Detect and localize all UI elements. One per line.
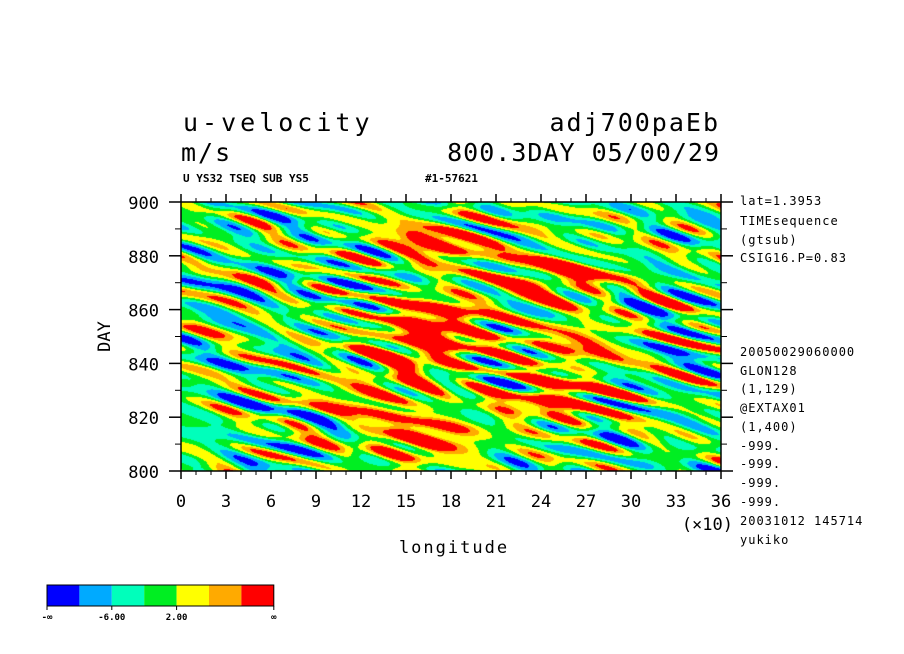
y-tick-label: 800 xyxy=(128,463,159,483)
descriptor-left: U YS32 TSEQ SUB YS5 xyxy=(183,172,309,185)
info-line: yukiko xyxy=(740,533,790,547)
colorbar-label: 2.00 xyxy=(166,613,188,623)
colorbar-swatch xyxy=(144,585,177,606)
units-label: m/s xyxy=(181,138,233,167)
colorbar-swatch xyxy=(47,585,80,606)
heatmap-field xyxy=(181,202,721,471)
x-tick-label: 27 xyxy=(576,492,596,512)
x-tick-label: 3 xyxy=(221,492,231,512)
colorbar-swatch xyxy=(176,585,209,606)
y-tick-label: 840 xyxy=(128,355,159,375)
info-line: @EXTAX01 xyxy=(740,401,806,415)
x-axis-label: longitude xyxy=(399,538,509,558)
colorbar-swatch xyxy=(79,585,112,606)
y-tick-label: 900 xyxy=(128,194,159,214)
colorbar-swatch xyxy=(111,585,145,606)
x-tick-label: 6 xyxy=(266,492,276,512)
x-tick-label: 12 xyxy=(351,492,371,512)
info-line: -999. xyxy=(740,439,782,453)
info-line: (1,129) xyxy=(740,382,798,396)
info-line: -999. xyxy=(740,457,782,471)
y-tick-label: 880 xyxy=(128,248,159,268)
colorbar-label: -6.00 xyxy=(98,613,125,623)
x-tick-label: 15 xyxy=(396,492,416,512)
y-tick-label: 860 xyxy=(128,302,159,322)
y-axis-label: DAY xyxy=(95,321,115,352)
info-line: 20031012 145714 xyxy=(740,514,864,528)
colorbar-frame xyxy=(46,584,275,607)
time-label: 800.3DAY 05/00/29 xyxy=(447,138,720,167)
colorbar-swatch xyxy=(241,585,274,606)
info-line: GLON128 xyxy=(740,364,798,378)
info-line: CSIG16.P=0.83 xyxy=(740,251,847,265)
colorbar-label: ∞ xyxy=(271,613,277,623)
x-tick-label: 21 xyxy=(486,492,506,512)
x-tick-label: 18 xyxy=(441,492,461,512)
info-line: lat=1.3953 xyxy=(740,194,823,208)
info-line: TIMEsequence xyxy=(740,214,839,228)
x-scale-note: (×10) xyxy=(682,515,733,535)
info-line: -999. xyxy=(740,495,782,509)
x-tick-label: 24 xyxy=(531,492,551,512)
info-line: -999. xyxy=(740,476,782,490)
chart-title: u-velocity xyxy=(183,108,374,137)
x-tick-label: 33 xyxy=(666,492,686,512)
info-line: 20050029060000 xyxy=(740,345,856,359)
info-line: (gtsub) xyxy=(740,233,798,247)
x-tick-label: 0 xyxy=(176,492,186,512)
descriptor-right: #1-57621 xyxy=(425,172,478,185)
x-tick-label: 36 xyxy=(711,492,731,512)
colorbar-swatch xyxy=(209,585,242,606)
x-tick-label: 30 xyxy=(621,492,641,512)
colorbar-label: -∞ xyxy=(42,613,53,623)
dataset-name: adj700paEb xyxy=(549,108,720,137)
info-line: (1,400) xyxy=(740,420,798,434)
y-tick-label: 820 xyxy=(128,409,159,429)
x-tick-label: 9 xyxy=(311,492,321,512)
